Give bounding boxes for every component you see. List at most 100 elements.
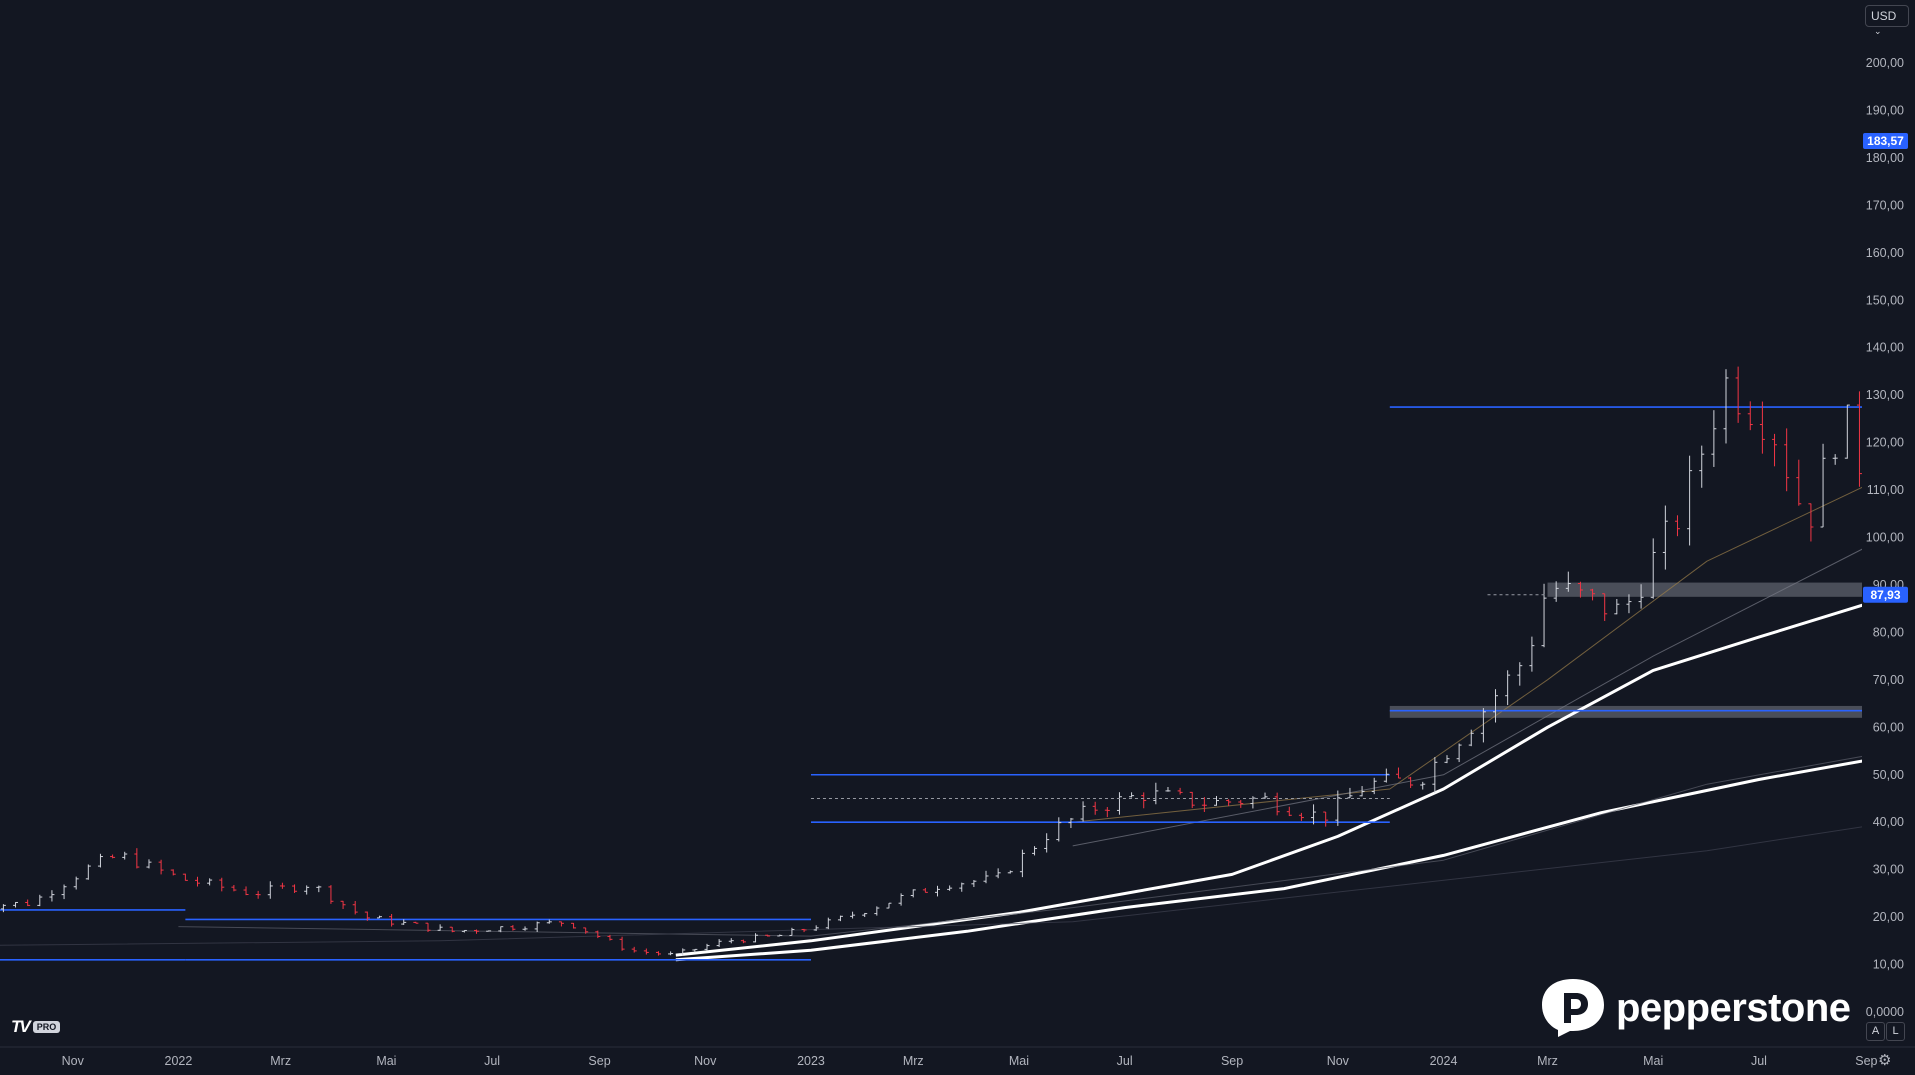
candle [279,882,285,889]
candle [1250,796,1256,809]
time-tick-label: Sep [1221,1054,1243,1068]
log-scale-button[interactable]: L [1886,1022,1905,1041]
candle [61,884,67,900]
candle [85,864,91,880]
candle [1638,584,1644,609]
price-tick-label: 10,00 [1873,958,1904,972]
candle [122,851,128,860]
auto-scale-button[interactable]: A [1866,1022,1885,1041]
time-tick-label: 2024 [1430,1054,1458,1068]
time-tick-label: Mrz [270,1054,291,1068]
time-tick-label: Nov [62,1054,85,1068]
candle [1432,757,1438,793]
pro-badge: PRO [32,1021,61,1033]
candle [267,881,273,899]
candles [0,366,1911,956]
candle [461,929,467,933]
candle [680,948,686,956]
candle [1577,581,1583,598]
candle [1784,428,1790,492]
candle [825,917,831,930]
moving-average-line-2 [675,750,1915,962]
candle [37,894,43,907]
candle [1614,599,1620,615]
support-zone [1389,705,1915,718]
moving-average-line-6 [0,818,1915,946]
time-tick-label: 2023 [797,1054,825,1068]
candle [1468,729,1474,747]
candle [1165,787,1171,792]
candle [1335,790,1341,826]
candle [1141,792,1147,809]
moving-averages [0,462,1915,962]
last-price-badge-bg [1863,132,1908,149]
candle [231,884,237,892]
price-axis: 0,0000 10,00 20,00 30,00 40,00 50,00 60,00 70,0… [1862,0,1915,1075]
currency-selector[interactable]: USD ⌄ [1865,5,1909,36]
candle [874,906,880,916]
candle [1493,689,1499,723]
price-tick-label: 190,00 [1866,103,1904,117]
candle [1032,846,1038,856]
candle [583,927,589,934]
gear-icon[interactable]: ⚙ [1878,1052,1892,1069]
time-tick-label: Mai [1643,1054,1663,1068]
candle [595,930,601,939]
candle [1056,817,1062,842]
candle [1820,443,1826,528]
candle [1104,807,1110,818]
candle [1444,755,1450,764]
candle [1626,594,1632,614]
candle [292,884,298,893]
candle [837,915,843,922]
candle [1772,433,1778,467]
candle [1068,817,1074,829]
candle [1080,801,1086,822]
candle [510,925,516,931]
candle [1553,581,1559,602]
time-tick-label: 2022 [165,1054,193,1068]
price-tick-label: 140,00 [1866,341,1904,355]
price-tick-label: 60,00 [1873,720,1904,734]
candle [243,886,249,896]
candle [813,925,819,931]
tradingview-logo: TV PRO [11,1017,61,1037]
candle [1650,538,1656,599]
price-tick-label: 160,00 [1866,246,1904,260]
time-tick-label: Mai [1009,1054,1029,1068]
candle [182,873,188,881]
candle [655,951,661,956]
candle [1796,459,1802,506]
support-zones [1389,582,1915,718]
candle [886,902,892,909]
candle [1747,401,1753,431]
price-tick-label: 100,00 [1866,531,1904,545]
candle [1662,505,1668,570]
candle [934,885,940,897]
candle [1674,515,1680,537]
moving-average-line-1 [675,593,1915,957]
price-tick-label: 50,00 [1873,768,1904,782]
time-tick-label: Nov [694,1054,717,1068]
price-axis-background [1862,0,1915,1075]
candle [1286,806,1292,817]
candle [170,869,176,876]
candle [789,927,795,936]
time-tick-label: Sep [588,1054,610,1068]
time-tick-label: Jul [1117,1054,1133,1068]
candle [522,926,528,931]
candle [668,951,674,956]
time-tick-label: Mai [376,1054,396,1068]
candle [158,859,164,875]
candle [401,919,407,925]
candle [947,885,953,891]
candle [643,948,649,955]
candle [607,934,613,941]
candle [850,911,856,919]
candle [1189,791,1195,809]
candle [1323,811,1329,827]
candle [498,926,504,933]
price-tick-label: 170,00 [1866,198,1904,212]
annotations [810,594,1548,799]
